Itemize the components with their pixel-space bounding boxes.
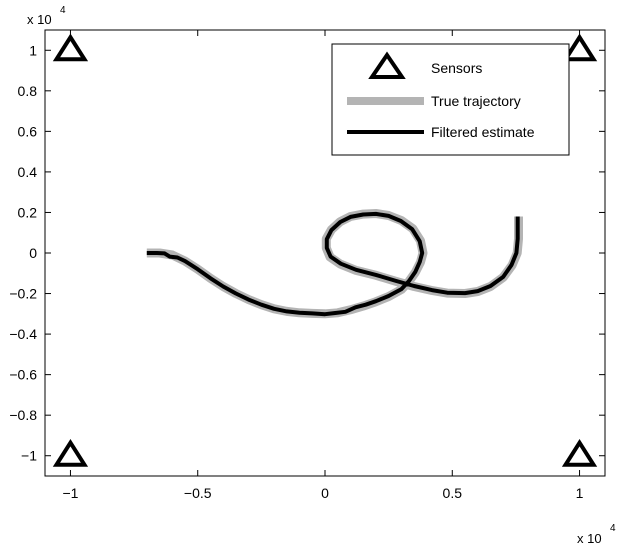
sensor-top-right-marker <box>561 33 598 62</box>
x-tick-label: 0.5 <box>443 485 463 501</box>
y-tick-label: 0.4 <box>18 164 38 180</box>
y-tick-label: −0.6 <box>9 367 37 383</box>
y-tick-label: 1 <box>29 42 37 58</box>
x-exponent-label: x 10 <box>577 531 602 546</box>
series-filtered-estimate-line <box>146 211 520 317</box>
y-tick-label: 0 <box>29 245 37 261</box>
y-tick-label: 0.2 <box>18 204 38 220</box>
tick-layer: −1 −0.5 0 0.5 1 1 0.8 0.6 0.4 0.2 0 −0.2 −0.4 −0.6 −0.… <box>9 30 605 501</box>
y-tick-label: 0.8 <box>18 83 38 99</box>
series-layer <box>146 209 523 319</box>
x-tick-label: 1 <box>576 485 584 501</box>
y-tick-label: −0.2 <box>9 286 37 302</box>
y-tick-label: −1 <box>21 448 37 464</box>
y-exponent-power: 4 <box>60 5 66 16</box>
sensor-layer <box>52 33 598 467</box>
y-tick-label: −0.8 <box>9 407 37 423</box>
y-exponent-label: x 10 <box>27 12 52 27</box>
sensor-bottom-right-marker <box>561 439 598 467</box>
legend-true-trajectory-label: True trajectory <box>431 93 521 109</box>
sensor-bottom-left-marker <box>52 439 89 467</box>
x-tick-label: −1 <box>62 485 78 501</box>
x-exponent-power: 4 <box>610 523 616 534</box>
legend: Sensors True trajectory Filtered estimat… <box>331 43 570 156</box>
x-tick-label: −0.5 <box>184 485 212 501</box>
legend-sensors-label: Sensors <box>431 60 482 76</box>
y-tick-label: −0.4 <box>9 326 37 342</box>
sensor-top-left-marker <box>52 33 89 62</box>
legend-sensors-marker <box>368 51 406 79</box>
y-tick-label: 0.6 <box>18 123 38 139</box>
legend-filtered-estimate-label: Filtered estimate <box>431 124 535 140</box>
x-tick-label: 0 <box>321 485 329 501</box>
